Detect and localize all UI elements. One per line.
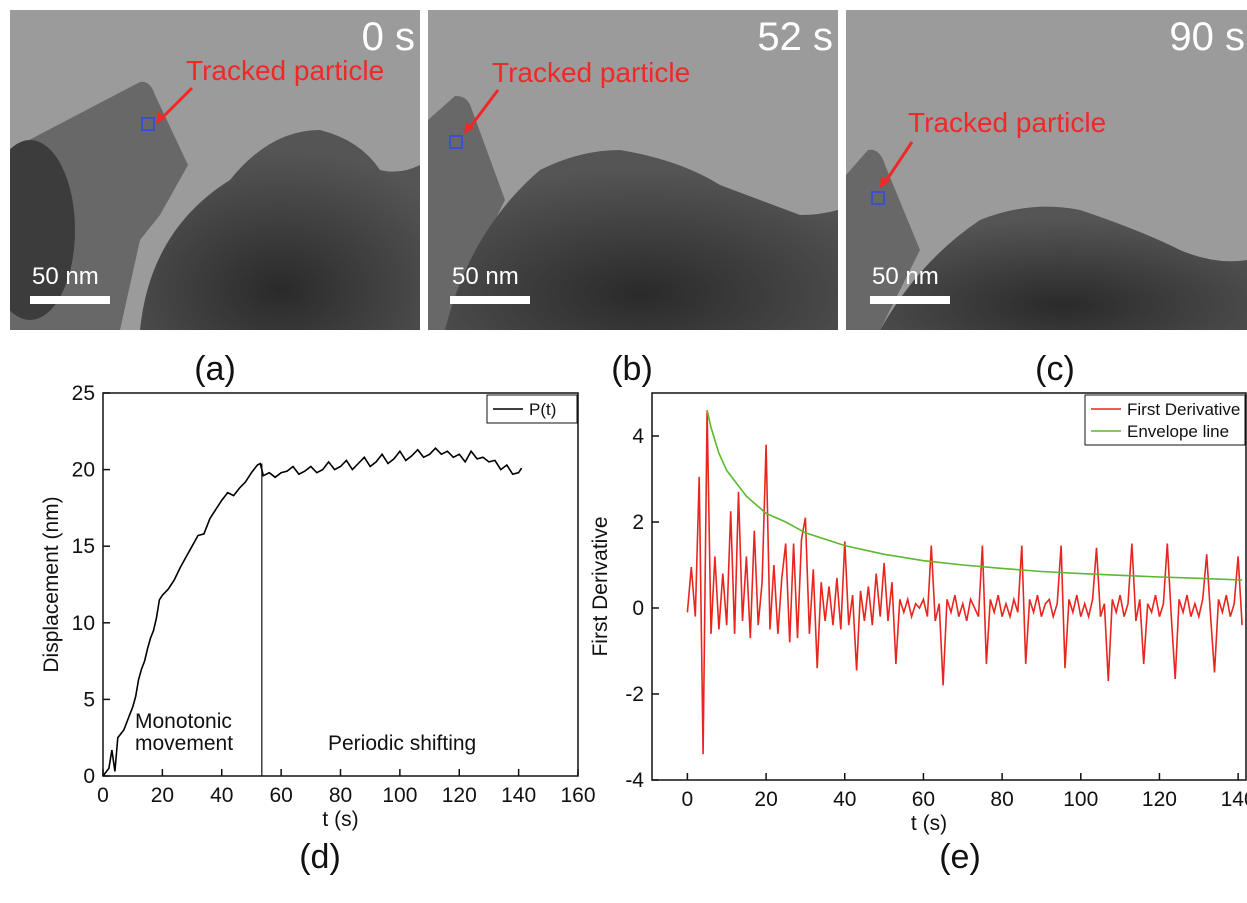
x-tick-label: 0: [97, 784, 109, 807]
tem-image: [428, 10, 838, 330]
arrow: [158, 86, 194, 122]
y-tick-label: 0: [632, 597, 644, 620]
arrow-head: [880, 176, 890, 188]
legend-label: First Derivative: [1127, 400, 1240, 419]
arrow-head: [464, 122, 474, 134]
y-axis-title: First Derivative: [589, 516, 612, 656]
x-tick-label: 60: [912, 788, 935, 811]
legend-label: Envelope line: [1127, 422, 1229, 441]
panel-label: (d): [299, 838, 341, 876]
y-tick-label: 25: [72, 382, 95, 405]
time-label: 52 s: [757, 15, 833, 59]
arrow: [466, 89, 500, 131]
x-tick-label: 0: [682, 788, 694, 811]
y-tick-label: 0: [83, 765, 95, 788]
plot-frame: [651, 392, 1247, 781]
scale-label: 50 nm: [452, 263, 519, 290]
y-tick-label: 5: [83, 688, 95, 711]
x-tick-label: 120: [442, 784, 477, 807]
annotation: Tracked particle: [186, 55, 384, 86]
arrow-head: [156, 112, 166, 124]
series-line: [103, 447, 523, 776]
x-tick-label: 20: [754, 788, 777, 811]
x-tick-label: 20: [151, 784, 174, 807]
y-tick-label: 2: [632, 511, 644, 534]
panel-label: (e): [939, 838, 981, 876]
annotation: Tracked particle: [492, 57, 690, 88]
x-tick-label: 40: [833, 788, 856, 811]
x-tick-label: 80: [990, 788, 1013, 811]
y-tick-label: -4: [625, 769, 644, 792]
panel-label: (c): [1035, 350, 1075, 388]
scale-label: 50 nm: [872, 263, 939, 290]
x-tick-label: 120: [1142, 788, 1177, 811]
scale-bar: [450, 296, 530, 304]
legend-label: P(t): [529, 400, 556, 419]
tracked-box: [871, 191, 885, 205]
panel-label: (a): [194, 350, 236, 388]
y-tick-label: 20: [72, 459, 95, 482]
y-axis-title: Displacement (nm): [40, 496, 63, 672]
x-tick-label: 100: [1063, 788, 1098, 811]
panel-label: (b): [611, 350, 653, 388]
annotation: movement: [135, 732, 233, 755]
time-label: 0 s: [362, 15, 415, 59]
tem-image: [10, 10, 420, 330]
x-tick-label: 40: [210, 784, 233, 807]
x-tick-label: 80: [329, 784, 352, 807]
tracked-box: [141, 117, 155, 131]
series-line: [686, 410, 1243, 755]
tracked-box: [449, 135, 463, 149]
x-axis-title: t (s): [911, 812, 947, 835]
y-tick-label: 15: [72, 535, 95, 558]
scale-bar: [870, 296, 950, 304]
annotation: Tracked particle: [908, 107, 1106, 138]
legend-box: [1084, 394, 1246, 446]
scale-bar: [30, 296, 110, 304]
y-tick-label: 4: [632, 425, 644, 448]
x-axis-title: t (s): [322, 808, 358, 831]
scale-label: 50 nm: [32, 263, 99, 290]
x-tick-label: 60: [269, 784, 292, 807]
y-tick-label: 10: [72, 612, 95, 635]
arrow: [882, 141, 914, 185]
x-tick-label: 160: [560, 784, 595, 807]
series-line: [706, 410, 1243, 581]
y-tick-label: -2: [625, 683, 644, 706]
time-label: 90 s: [1169, 15, 1245, 59]
x-tick-label: 140: [1221, 788, 1247, 811]
tem-image: [846, 10, 1247, 330]
annotation: Periodic shifting: [328, 732, 476, 755]
x-tick-label: 100: [382, 784, 417, 807]
x-tick-label: 140: [501, 784, 536, 807]
annotation: Monotonic: [135, 710, 232, 733]
